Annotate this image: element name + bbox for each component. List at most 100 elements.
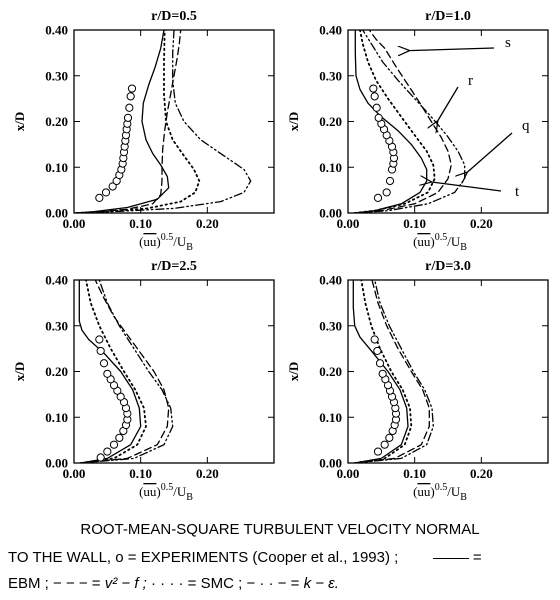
experiment-point [370,92,379,101]
x-tick-label: 0.00 [63,466,86,481]
series-k-eps-line [75,30,252,213]
experiment-point [115,433,124,442]
experiment-point [96,346,105,356]
caption-experiments: = EXPERIMENTS (Cooper et al., 1993) ; [127,549,399,566]
experiment-point [126,92,135,101]
annotation-label-r: r [468,73,473,89]
x-axis-label: (uu)0.5/UB [139,482,193,503]
series-EBM-line [75,30,170,213]
experiment-point [123,113,133,122]
experiment-point [373,193,383,203]
annotation-arrow-r [437,86,459,122]
series-v2f-line [354,30,452,213]
legend-solid-line [432,557,469,559]
x-axis-label: (uu)0.5/UB [413,232,467,253]
y-tick-label: 0.10 [45,410,68,425]
legend-dotted-symbol: · · · · = [151,575,197,592]
experiment-point [372,103,381,112]
x-tick-label: 0.10 [129,216,152,231]
x-tick-label: 0.10 [403,466,426,481]
series-EBM-line [354,30,428,213]
plot-frame [347,279,549,464]
chart-panel-3: r/D=2.5 0.00 0.10 0.20 0.30 0.40 0.00 0.10 0.20 x… [12,259,275,503]
y-tick-label: 0.20 [45,114,68,129]
caption-line-1: ROOT-MEAN-SQUARE TURBULENT VELOCITY NORM… [0,521,560,538]
experiment-point [96,453,105,462]
annotation-arrow-s [409,48,495,51]
annotation-label-s: s [505,35,511,51]
annotation-label-t: t [515,184,520,200]
plot-area [352,280,434,463]
series-EBM-line [352,280,409,463]
caption-equals: = [472,549,482,566]
y-tick-label: 0.30 [45,318,68,333]
chart-panel-4: r/D=3.0 0.00 0.10 0.20 0.30 0.40 0.00 0.10 0.20 x… [286,259,549,503]
experiment-point [99,359,109,368]
series-v2f-line [80,280,170,463]
caption-line-2: TO THE WALL, o = EXPERIMENTS (Cooper et … [8,549,482,566]
y-tick-label: 0.00 [319,206,342,221]
x-tick-label: 0.00 [63,216,86,231]
experiment-point [95,335,104,344]
y-axis-label: x/D [286,362,301,382]
y-tick-label: 0.40 [319,273,342,288]
y-tick-label: 0.10 [319,160,342,175]
legend-ebm: EBM ; [8,575,49,592]
x-axis-label: (uu)0.5/UB [139,232,193,253]
y-tick-label: 0.00 [45,206,68,221]
experiment-point [385,176,395,186]
x-tick-label: 0.00 [337,466,360,481]
experiment-point [374,113,383,122]
y-axis-label: x/D [286,112,301,132]
series-SMC-line [79,280,147,463]
y-tick-label: 0.40 [319,23,342,38]
experiment-point [373,447,383,456]
legend-dashdot-symbol: − · · − = [246,575,300,592]
x-tick-label: 0.20 [470,466,493,481]
experiment-point [103,369,112,378]
annotation-arrow-t [431,182,502,192]
y-tick-label: 0.20 [45,364,68,379]
y-tick-label: 0.00 [319,456,342,471]
panel-title: r/D=3.0 [425,259,471,274]
experiment-point [125,103,134,112]
legend-smc: SMC ; [200,575,243,592]
series-v2f-line [75,30,182,213]
y-tick-label: 0.30 [45,68,68,83]
series-k-eps-line [354,30,466,213]
y-tick-label: 0.20 [319,114,342,129]
experiment-point [101,188,111,197]
y-tick-label: 0.10 [45,160,68,175]
x-tick-label: 0.00 [337,216,360,231]
experiment-point [369,84,378,93]
experiment-point [103,447,112,456]
series-EBM-line [78,280,142,463]
caption-title: ROOT-MEAN-SQUARE TURBULENT VELOCITY NORM… [80,521,480,538]
y-tick-label: 0.00 [45,456,68,471]
chart-panel-1: r/D=0.5 0.00 0.10 0.20 0.30 0.40 0.00 0.10 0.20 x… [12,9,275,253]
series-SMC-line [353,30,436,213]
annotation-arrow-q [467,132,513,173]
series-k-eps-line [80,280,174,463]
plot-frame [73,29,275,214]
legend-v2f: v² − f ; [104,575,147,592]
series-v2f-line [354,280,430,463]
experiment-point [108,182,117,191]
plot-area [78,280,174,463]
panel-title: r/D=2.5 [151,259,197,274]
y-tick-label: 0.10 [319,410,342,425]
y-tick-label: 0.30 [319,318,342,333]
y-tick-label: 0.20 [319,364,342,379]
figure: r/D=0.5 0.00 0.10 0.20 0.30 0.40 0.00 0.10 0.20 x… [12,9,549,503]
experiment-symbol: o [115,549,124,566]
y-tick-label: 0.40 [45,23,68,38]
y-tick-label: 0.30 [319,68,342,83]
caption-line-3: EBM ; − − − = v² − f ; · · · · = SMC ; −… [8,575,339,592]
experiment-point [385,433,394,442]
x-axis-label: (uu)0.5/UB [413,482,467,503]
experiment-point [373,346,382,356]
annotation-label-q: q [522,118,530,134]
experiment-point [127,84,137,93]
x-tick-label: 0.10 [129,466,152,481]
experiment-point [375,359,385,368]
